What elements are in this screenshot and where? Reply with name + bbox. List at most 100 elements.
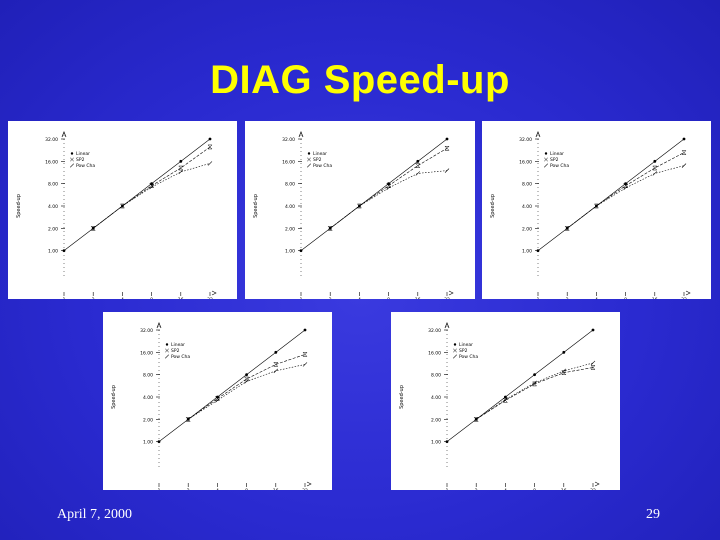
legend-slash-icon	[452, 354, 458, 359]
data-point-dot	[157, 440, 161, 444]
y-tick-label: 32.00	[282, 137, 295, 143]
data-point-dot	[303, 328, 307, 332]
x-axis-arrow	[306, 481, 312, 487]
y-axis-arrow	[535, 131, 541, 138]
legend-dot-icon	[70, 152, 74, 155]
x-tick-label: 4	[216, 488, 219, 490]
data-point-x	[623, 183, 628, 188]
data-point-x	[532, 381, 537, 387]
series-line	[158, 329, 306, 442]
data-point-slash	[386, 185, 391, 191]
legend-entry: Linear	[459, 342, 473, 348]
legend-slash-icon	[164, 354, 170, 359]
data-point-slash	[503, 397, 508, 402]
x-tick-label: 16	[273, 488, 279, 490]
legend-entry: Linear	[550, 151, 564, 157]
series-sp2	[186, 352, 308, 422]
data-point-dot	[445, 440, 449, 444]
x-tick-label: 16	[178, 297, 184, 299]
y-axis-label: Speed-up	[399, 385, 405, 409]
y-axis-arrow	[298, 131, 304, 138]
series-line	[567, 152, 685, 229]
data-point-dot	[536, 249, 540, 253]
legend-entry: SP2	[459, 348, 468, 354]
data-point-slash	[90, 226, 96, 231]
data-point-slash	[215, 398, 220, 403]
legend-x-icon	[453, 348, 457, 353]
y-tick-label: 16.00	[282, 159, 295, 165]
legend-entry: Linear	[313, 151, 327, 157]
footer-date: April 7, 2000	[57, 507, 133, 522]
x-tick-label: 16	[561, 488, 567, 490]
legend-entry: SP2	[76, 157, 85, 163]
legend-dot-icon	[453, 343, 457, 346]
x-tick-label: 1	[446, 488, 449, 490]
series-sp2	[565, 150, 687, 231]
y-tick-label: 16.00	[428, 350, 441, 356]
legend-x-icon	[165, 348, 169, 353]
data-point-slash	[120, 203, 125, 209]
y-axis-label: Speed-up	[16, 194, 22, 218]
data-point-slash	[302, 362, 308, 367]
series-line	[537, 138, 685, 251]
x-tick-label: 8	[624, 297, 627, 299]
data-point-slash	[594, 203, 599, 209]
y-tick-label: 32.00	[519, 137, 532, 143]
data-point-dot	[562, 350, 566, 354]
x-axis-arrow	[685, 290, 691, 296]
data-point-slash	[327, 226, 333, 231]
data-point-x	[444, 146, 450, 151]
data-point-dot	[533, 373, 536, 377]
x-tick-label: 4	[358, 297, 361, 299]
data-point-x	[386, 183, 391, 188]
speedup-chart-svg: 1.00 2.00 4.00 8.00 16.00 32.00 Speed-up 1 2 4 8 16…	[399, 322, 600, 490]
x-tick-label: 4	[121, 297, 124, 299]
x-tick-label: 4	[595, 297, 598, 299]
x-tick-label: 32	[302, 488, 308, 490]
y-tick-label: 8.00	[431, 373, 441, 379]
x-tick-label: 2	[566, 297, 569, 299]
series-pow-cha	[327, 168, 450, 231]
x-tick-label: 2	[92, 297, 95, 299]
speedup-chart-panel-5: 1.00 2.00 4.00 8.00 16.00 32.00 Speed-up 1 2 4 8 16…	[391, 312, 620, 490]
data-point-slash	[273, 368, 279, 374]
y-tick-label: 4.00	[285, 204, 295, 210]
legend-entry: SP2	[550, 157, 559, 163]
y-axis-arrow	[444, 322, 450, 329]
data-point-slash	[681, 163, 687, 168]
y-tick-label: 16.00	[45, 159, 58, 165]
legend-entry: Pow Cha	[550, 163, 569, 169]
data-point-dot	[245, 373, 249, 377]
legend-entry: Pow Cha	[171, 354, 190, 360]
y-tick-label: 2.00	[48, 226, 58, 232]
x-tick-label: 1	[63, 297, 66, 299]
x-tick-label: 1	[158, 488, 161, 490]
data-point-dot	[653, 159, 657, 163]
data-point-slash	[623, 185, 628, 191]
data-point-slash	[415, 171, 421, 176]
data-point-x	[215, 396, 220, 401]
legend-x-icon	[544, 157, 548, 162]
legend-x-icon	[307, 157, 311, 162]
series-pow-cha	[185, 362, 308, 422]
speedup-chart-svg: 1.00 2.00 4.00 8.00 16.00 32.00 Speed-up 1 2 4 8 16…	[16, 131, 217, 299]
data-point-slash	[532, 380, 537, 386]
y-tick-label: 2.00	[431, 417, 441, 423]
x-tick-label: 1	[300, 297, 303, 299]
series-pow-cha	[564, 163, 687, 231]
y-tick-label: 8.00	[48, 182, 58, 188]
y-tick-label: 8.00	[522, 182, 532, 188]
legend-dot-icon	[544, 152, 548, 155]
y-tick-label: 1.00	[522, 249, 532, 255]
data-point-dot	[179, 159, 183, 163]
data-point-dot	[274, 350, 278, 354]
data-point-slash	[178, 169, 184, 175]
y-tick-label: 1.00	[48, 249, 58, 255]
y-tick-label: 16.00	[519, 159, 532, 165]
y-axis-label: Speed-up	[490, 194, 496, 218]
series-line	[63, 138, 211, 251]
data-point-dot	[504, 395, 507, 399]
x-tick-label: 2	[187, 488, 190, 490]
data-point-slash	[357, 203, 362, 209]
y-tick-label: 8.00	[285, 182, 295, 188]
